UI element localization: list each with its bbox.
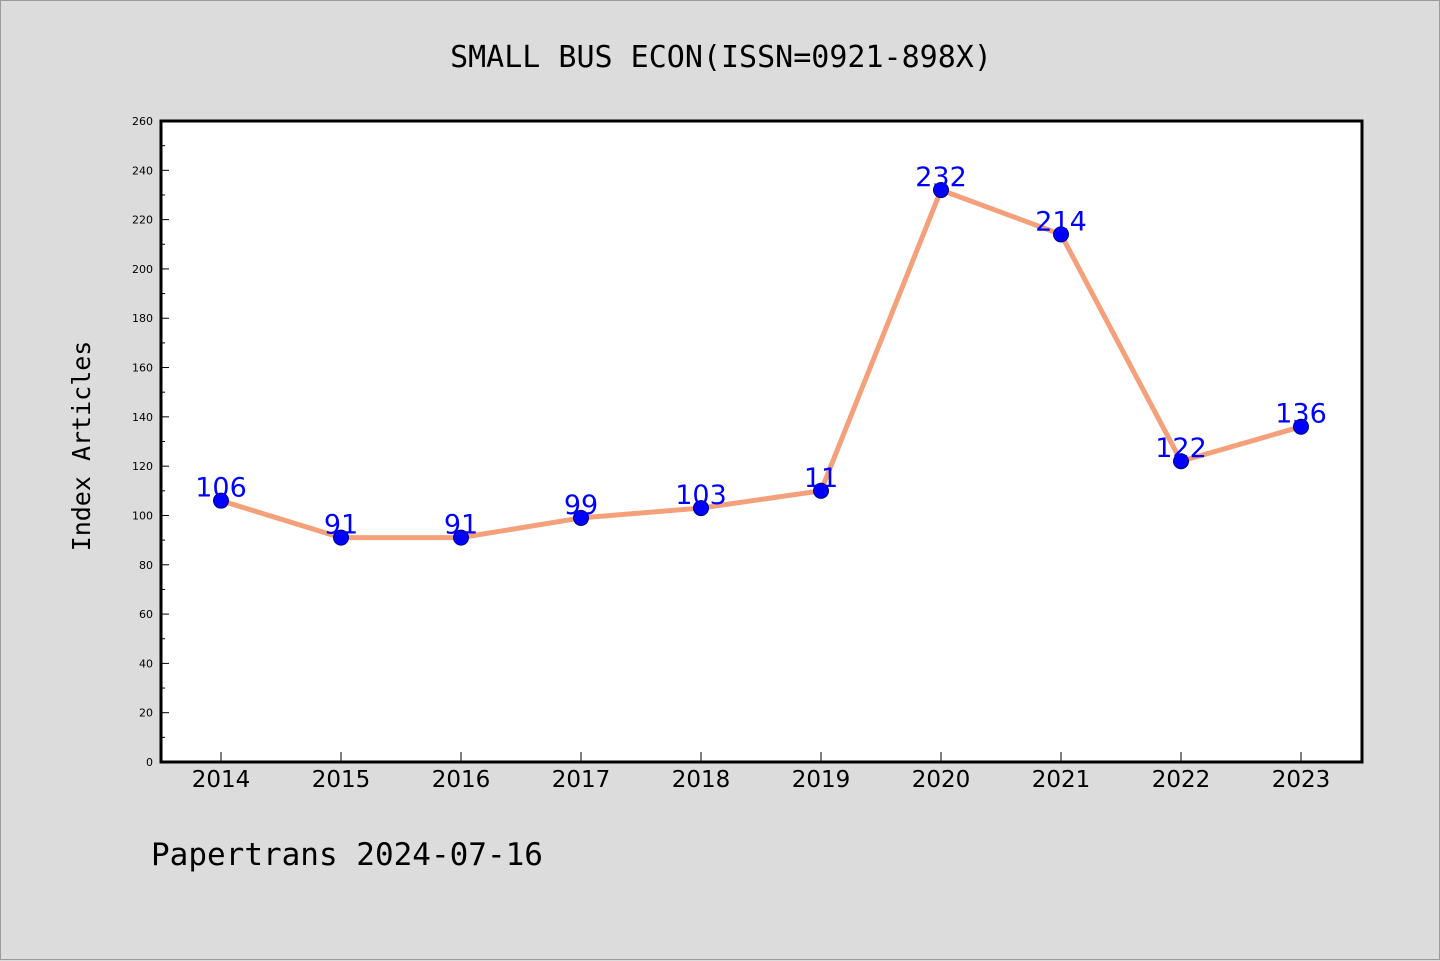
- data-label: 11: [804, 463, 838, 494]
- chart-title: SMALL BUS ECON(ISSN=0921-898X): [450, 40, 992, 75]
- x-tick-label: 2016: [432, 767, 491, 793]
- series-layer: [213, 182, 1309, 546]
- data-label: 99: [564, 490, 598, 521]
- x-tick-label: 2018: [672, 767, 731, 793]
- x-tick-label: 2021: [1032, 767, 1091, 793]
- y-axis-label: Index Articles: [67, 341, 96, 552]
- footer-text: Papertrans 2024-07-16: [151, 837, 543, 873]
- data-label: 91: [444, 510, 478, 541]
- plot-area: [161, 121, 1362, 762]
- data-label: 214: [1035, 206, 1087, 237]
- y-tick-label: 20: [139, 707, 153, 720]
- plot-border: [159, 119, 1364, 764]
- data-label: 106: [195, 473, 247, 504]
- x-tick-label: 2023: [1272, 767, 1331, 793]
- x-tick-label: 2022: [1152, 767, 1211, 793]
- data-label: 136: [1275, 399, 1327, 430]
- data-label: 91: [324, 510, 358, 541]
- data-point: [693, 500, 709, 517]
- y-tick-label: 100: [132, 509, 153, 522]
- x-tick-label: 2017: [552, 767, 611, 793]
- data-label: 122: [1155, 433, 1207, 464]
- data-point: [213, 492, 229, 509]
- x-tick-label: 2019: [792, 767, 851, 793]
- data-point: [453, 529, 469, 546]
- data-point: [1173, 453, 1189, 470]
- data-point: [1053, 226, 1069, 243]
- y-tick-label: 0: [146, 756, 153, 769]
- x-tick-label: 2014: [192, 767, 251, 793]
- data-point: [933, 182, 949, 199]
- data-point: [573, 509, 589, 526]
- data-point: [333, 529, 349, 546]
- y-tick-label: 140: [132, 411, 153, 424]
- y-tick-label: 160: [132, 362, 153, 375]
- x-tick-label: 2015: [312, 767, 371, 793]
- y-tick-label: 180: [132, 312, 153, 325]
- y-tick-label: 60: [139, 608, 153, 621]
- y-tick-label: 260: [132, 115, 153, 128]
- x-axis-ticks: 2014 2015 2016 2017 2018 2019 2020 2021 2022 2023: [192, 752, 1331, 793]
- y-tick-label: 40: [139, 657, 153, 670]
- y-tick-label: 200: [132, 263, 153, 276]
- series-line: [218, 187, 1304, 541]
- data-point: [1293, 418, 1309, 435]
- data-label-layer: 106 91 91 99 103 11 232 214 122 136: [195, 162, 1327, 541]
- data-point: [813, 482, 829, 499]
- y-tick-label: 80: [139, 559, 153, 572]
- y-tick-label: 220: [132, 214, 153, 227]
- y-tick-label: 120: [132, 460, 153, 473]
- data-label: 232: [915, 162, 967, 193]
- x-tick-label: 2020: [912, 767, 971, 793]
- data-label: 103: [675, 480, 727, 511]
- y-tick-label: 240: [132, 164, 153, 177]
